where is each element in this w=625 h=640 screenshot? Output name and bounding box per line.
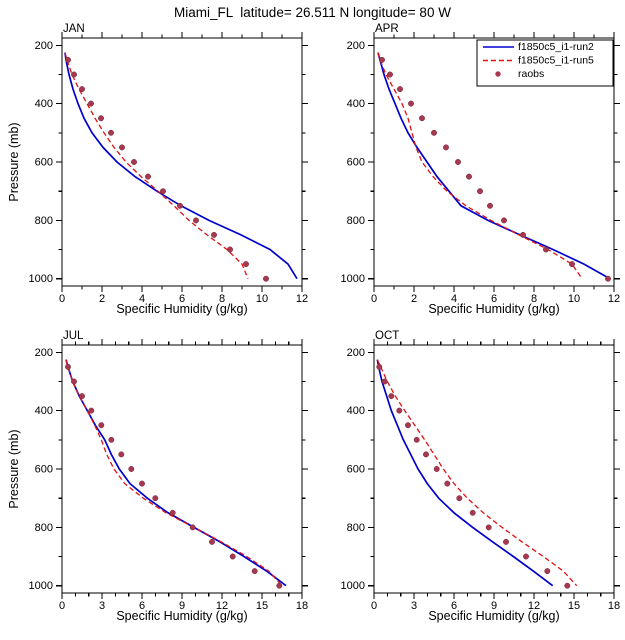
- svg-text:200: 200: [35, 347, 53, 359]
- svg-text:600: 600: [35, 464, 53, 476]
- run5-line: [65, 359, 283, 587]
- svg-text:6: 6: [491, 293, 497, 305]
- axis-tick-labels: 0 3 6 9 12 15 18 200 400 600 800 1000: [341, 347, 621, 612]
- svg-text:400: 400: [347, 98, 365, 110]
- panel-label-oct: OCT: [375, 330, 400, 342]
- svg-text:4: 4: [451, 293, 457, 305]
- svg-text:200: 200: [347, 40, 365, 52]
- raobs-points: [376, 363, 571, 589]
- svg-text:12: 12: [296, 293, 308, 305]
- svg-text:400: 400: [35, 98, 53, 110]
- y-axis-title-bottom: Pressure (mb): [7, 429, 21, 509]
- svg-text:8: 8: [531, 293, 537, 305]
- svg-text:12: 12: [216, 600, 228, 612]
- x-axis-title-jan: Specific Humidity (g/kg): [116, 302, 248, 316]
- svg-text:15: 15: [568, 600, 580, 612]
- svg-text:0: 0: [59, 600, 65, 612]
- legend-label: f1850c5_i1-run2: [518, 41, 594, 53]
- svg-text:1000: 1000: [341, 273, 365, 285]
- axis-ticks: [368, 339, 620, 599]
- svg-text:2: 2: [99, 293, 105, 305]
- raobs-points: [65, 56, 269, 282]
- y-axis-title-top: Pressure (mb): [7, 122, 21, 202]
- raobs-points: [65, 363, 283, 589]
- axis-ticks: [56, 32, 308, 292]
- panel-label-jul: JUL: [63, 330, 84, 342]
- panel-label-jan: JAN: [63, 23, 85, 35]
- svg-text:15: 15: [256, 600, 268, 612]
- svg-text:800: 800: [347, 522, 365, 534]
- svg-text:10: 10: [256, 293, 268, 305]
- svg-text:8: 8: [219, 293, 225, 305]
- svg-text:0: 0: [371, 600, 377, 612]
- svg-text:2: 2: [411, 293, 417, 305]
- svg-text:0: 0: [371, 293, 377, 305]
- run5-line: [376, 359, 578, 587]
- svg-text:6: 6: [179, 293, 185, 305]
- plot-frame: [373, 37, 615, 287]
- run5-line: [64, 52, 249, 279]
- svg-text:200: 200: [347, 347, 365, 359]
- svg-text:600: 600: [347, 157, 365, 169]
- jan-chart: 0 2 4 6 8 10 12 200 400 600 800 1000: [29, 32, 309, 305]
- axis-tick-labels: 0 2 4 6 8 10 12 200 400 600 800 1000: [29, 40, 309, 305]
- svg-text:400: 400: [347, 405, 365, 417]
- svg-text:9: 9: [179, 600, 185, 612]
- svg-text:12: 12: [608, 293, 620, 305]
- svg-text:1000: 1000: [29, 580, 53, 592]
- apr-chart: 0 2 4 6 8 10 12 200 400 600 800 1000 f1850c5_i1-run2…: [341, 32, 621, 305]
- jul-chart: 0 3 6 9 12 15 18 200 400 600 800 1000: [29, 339, 309, 612]
- svg-text:600: 600: [347, 464, 365, 476]
- plot-frame: [373, 344, 615, 594]
- axis-tick-labels: 0 3 6 9 12 15 18 200 400 600 800 1000: [29, 347, 309, 612]
- plot-frame: [61, 37, 303, 287]
- svg-text:12: 12: [528, 600, 540, 612]
- svg-text:6: 6: [451, 600, 457, 612]
- panel-label-apr: APR: [375, 23, 399, 35]
- x-axis-title-jul: Specific Humidity (g/kg): [116, 609, 248, 623]
- svg-text:3: 3: [99, 600, 105, 612]
- svg-text:3: 3: [411, 600, 417, 612]
- axis-ticks: [56, 339, 308, 599]
- svg-text:400: 400: [35, 405, 53, 417]
- svg-text:800: 800: [35, 215, 53, 227]
- raobs-points: [379, 56, 611, 282]
- oct-chart: 0 3 6 9 12 15 18 200 400 600 800 1000: [341, 339, 621, 612]
- run2-line: [64, 52, 298, 280]
- svg-text:1000: 1000: [29, 273, 53, 285]
- svg-text:4: 4: [139, 293, 145, 305]
- x-axis-title-oct: Specific Humidity (g/kg): [428, 609, 560, 623]
- svg-text:0: 0: [59, 293, 65, 305]
- legend-raobs-marker: [495, 71, 501, 77]
- svg-text:600: 600: [35, 157, 53, 169]
- legend-label: raobs: [518, 68, 544, 80]
- run5-line: [377, 52, 583, 280]
- svg-text:18: 18: [608, 600, 620, 612]
- svg-text:800: 800: [347, 215, 365, 227]
- svg-text:10: 10: [568, 293, 580, 305]
- svg-text:9: 9: [491, 600, 497, 612]
- legend-label: f1850c5_i1-run5: [518, 55, 594, 67]
- x-axis-title-apr: Specific Humidity (g/kg): [428, 302, 560, 316]
- figure-title: Miami_FL latitude= 26.511 N longitude= 8…: [174, 5, 451, 20]
- run2-line: [377, 52, 611, 280]
- svg-text:6: 6: [139, 600, 145, 612]
- svg-text:18: 18: [296, 600, 308, 612]
- run2-line: [65, 359, 287, 587]
- run2-line: [376, 359, 554, 587]
- axis-tick-labels: 0 2 4 6 8 10 12 200 400 600 800 1000: [341, 40, 621, 305]
- plot-frame: [61, 344, 303, 594]
- svg-text:1000: 1000: [341, 580, 365, 592]
- svg-text:800: 800: [35, 522, 53, 534]
- svg-text:200: 200: [35, 40, 53, 52]
